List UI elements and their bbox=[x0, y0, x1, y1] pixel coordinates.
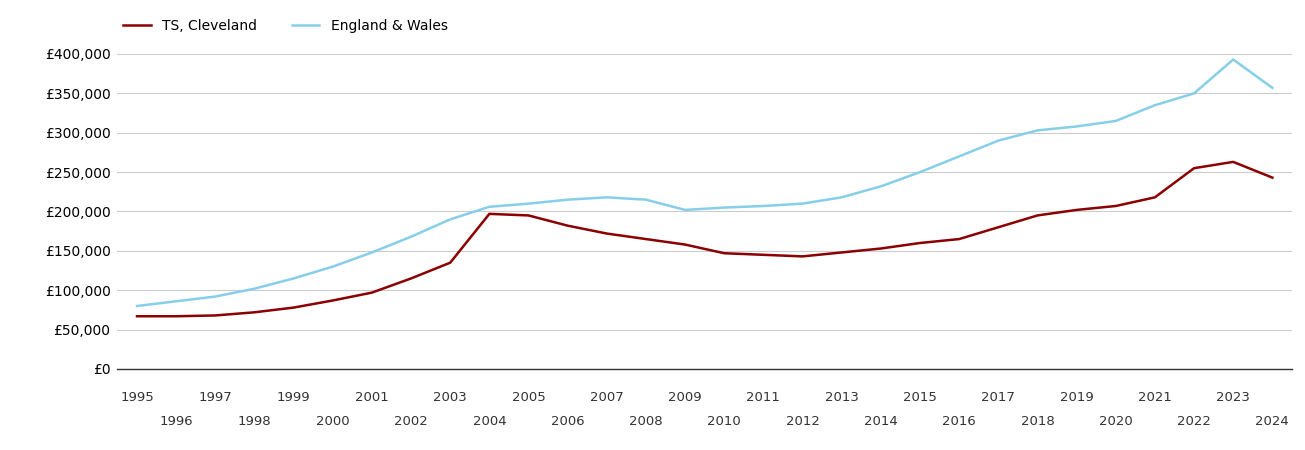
Text: 2007: 2007 bbox=[590, 391, 624, 404]
Text: 2005: 2005 bbox=[512, 391, 545, 404]
England & Wales bbox=[325, 264, 341, 269]
Text: 2011: 2011 bbox=[746, 391, 780, 404]
Text: 2023: 2023 bbox=[1216, 391, 1250, 404]
Text: 2017: 2017 bbox=[981, 391, 1015, 404]
England & Wales bbox=[1108, 118, 1124, 124]
TS, Cleveland bbox=[168, 314, 184, 319]
Text: 1996: 1996 bbox=[159, 415, 193, 428]
TS, Cleveland bbox=[286, 305, 301, 310]
Text: 1995: 1995 bbox=[120, 391, 154, 404]
TS, Cleveland bbox=[912, 240, 928, 246]
England & Wales bbox=[521, 201, 536, 206]
Text: 2003: 2003 bbox=[433, 391, 467, 404]
England & Wales bbox=[716, 205, 732, 210]
TS, Cleveland bbox=[951, 236, 967, 242]
England & Wales bbox=[168, 299, 184, 304]
TS, Cleveland bbox=[1265, 175, 1280, 180]
TS, Cleveland bbox=[403, 276, 419, 281]
Text: 2010: 2010 bbox=[707, 415, 741, 428]
TS, Cleveland bbox=[325, 298, 341, 303]
Line: TS, Cleveland: TS, Cleveland bbox=[137, 162, 1272, 316]
TS, Cleveland bbox=[442, 260, 458, 265]
England & Wales bbox=[1225, 57, 1241, 62]
England & Wales bbox=[599, 194, 615, 200]
Text: 2016: 2016 bbox=[942, 415, 976, 428]
England & Wales bbox=[286, 276, 301, 281]
TS, Cleveland bbox=[247, 310, 262, 315]
Text: 2019: 2019 bbox=[1060, 391, 1094, 404]
Line: England & Wales: England & Wales bbox=[137, 59, 1272, 306]
Text: 2002: 2002 bbox=[394, 415, 428, 428]
TS, Cleveland bbox=[756, 252, 771, 257]
TS, Cleveland bbox=[129, 314, 145, 319]
England & Wales bbox=[403, 234, 419, 239]
TS, Cleveland bbox=[207, 313, 223, 318]
England & Wales bbox=[756, 203, 771, 209]
Text: 2004: 2004 bbox=[472, 415, 506, 428]
TS, Cleveland bbox=[1069, 207, 1084, 212]
TS, Cleveland bbox=[1186, 166, 1202, 171]
England & Wales bbox=[1186, 90, 1202, 96]
Legend: TS, Cleveland, England & Wales: TS, Cleveland, England & Wales bbox=[117, 13, 453, 38]
Text: 2006: 2006 bbox=[551, 415, 585, 428]
England & Wales bbox=[873, 184, 889, 189]
Text: 2009: 2009 bbox=[668, 391, 702, 404]
England & Wales bbox=[795, 201, 810, 206]
England & Wales bbox=[951, 153, 967, 159]
TS, Cleveland bbox=[834, 250, 850, 255]
England & Wales bbox=[129, 303, 145, 309]
TS, Cleveland bbox=[1030, 213, 1045, 218]
England & Wales bbox=[1147, 103, 1163, 108]
England & Wales bbox=[364, 250, 380, 255]
England & Wales bbox=[990, 138, 1006, 143]
TS, Cleveland bbox=[716, 251, 732, 256]
Text: 2014: 2014 bbox=[864, 415, 898, 428]
England & Wales bbox=[247, 286, 262, 292]
TS, Cleveland bbox=[599, 231, 615, 236]
TS, Cleveland bbox=[521, 213, 536, 218]
TS, Cleveland bbox=[990, 225, 1006, 230]
TS, Cleveland bbox=[638, 236, 654, 242]
Text: 1997: 1997 bbox=[198, 391, 232, 404]
TS, Cleveland bbox=[795, 254, 810, 259]
Text: 2020: 2020 bbox=[1099, 415, 1133, 428]
Text: 1998: 1998 bbox=[238, 415, 271, 428]
England & Wales bbox=[560, 197, 576, 202]
TS, Cleveland bbox=[873, 246, 889, 251]
England & Wales bbox=[912, 169, 928, 175]
Text: 1999: 1999 bbox=[277, 391, 311, 404]
England & Wales bbox=[677, 207, 693, 212]
Text: 2018: 2018 bbox=[1021, 415, 1054, 428]
Text: 2008: 2008 bbox=[629, 415, 663, 428]
Text: 2012: 2012 bbox=[786, 415, 820, 428]
Text: 2024: 2024 bbox=[1255, 415, 1289, 428]
England & Wales bbox=[207, 294, 223, 299]
TS, Cleveland bbox=[560, 223, 576, 228]
England & Wales bbox=[442, 216, 458, 222]
England & Wales bbox=[834, 194, 850, 200]
Text: 2000: 2000 bbox=[316, 415, 350, 428]
Text: 2021: 2021 bbox=[1138, 391, 1172, 404]
Text: 2015: 2015 bbox=[903, 391, 937, 404]
England & Wales bbox=[638, 197, 654, 202]
TS, Cleveland bbox=[1147, 194, 1163, 200]
TS, Cleveland bbox=[677, 242, 693, 247]
England & Wales bbox=[482, 204, 497, 209]
England & Wales bbox=[1069, 124, 1084, 129]
TS, Cleveland bbox=[1108, 203, 1124, 209]
England & Wales bbox=[1265, 85, 1280, 90]
Text: 2001: 2001 bbox=[355, 391, 389, 404]
Text: 2022: 2022 bbox=[1177, 415, 1211, 428]
TS, Cleveland bbox=[364, 290, 380, 295]
Text: 2013: 2013 bbox=[825, 391, 859, 404]
TS, Cleveland bbox=[482, 211, 497, 216]
TS, Cleveland bbox=[1225, 159, 1241, 165]
England & Wales bbox=[1030, 128, 1045, 133]
